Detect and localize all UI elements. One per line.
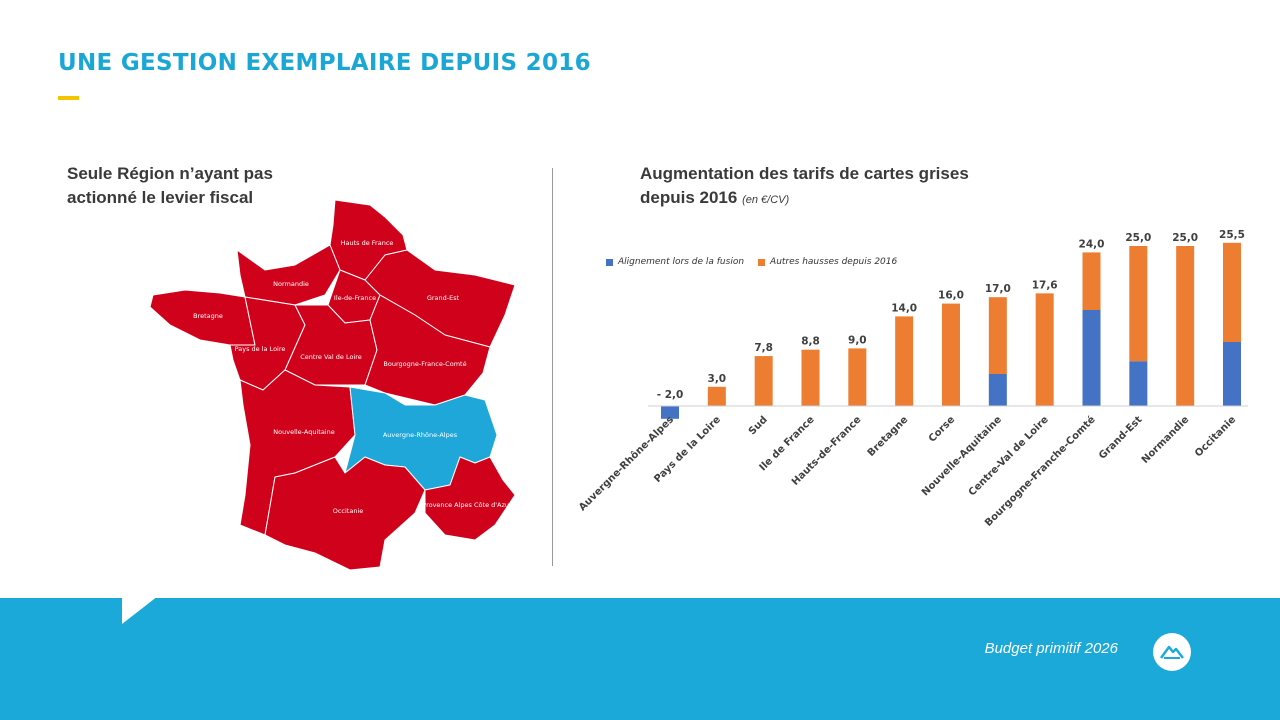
map-heading-line1: Seule Région n’ayant pas bbox=[67, 164, 273, 183]
bar-alignement-10 bbox=[1129, 361, 1148, 406]
legend-item-autres: Autres hausses depuis 2016 bbox=[758, 257, 897, 267]
bar-total-label-3: 8,8 bbox=[801, 336, 820, 348]
bar-autres-5 bbox=[895, 316, 914, 406]
map-label-centre-val-de-loire: Centre Val de Loire bbox=[300, 353, 362, 361]
category-label-11: Normandie bbox=[1140, 414, 1192, 466]
region-occitanie[interactable] bbox=[264, 456, 426, 571]
bar-total-label-4: 9,0 bbox=[848, 334, 867, 346]
title-accent-bar bbox=[58, 96, 79, 100]
map-heading: Seule Région n’ayant pas actionné le lev… bbox=[67, 162, 273, 210]
bar-alignement-7 bbox=[988, 374, 1007, 406]
map-label-hauts-de-france: Hauts de France bbox=[341, 239, 394, 247]
bar-autres-4 bbox=[848, 348, 867, 406]
bar-total-label-12: 25,5 bbox=[1219, 229, 1245, 241]
region-normandie[interactable] bbox=[236, 244, 341, 306]
bar-autres-8 bbox=[1035, 293, 1054, 406]
map-label-auvergne-rhone-alpes: Auvergne-Rhône-Alpes bbox=[383, 431, 458, 439]
map-label-normandie: Normandie bbox=[273, 280, 309, 288]
bar-alignement-9 bbox=[1082, 310, 1101, 406]
bar-autres-12 bbox=[1223, 242, 1241, 342]
footer-text: Budget primitif 2026 bbox=[984, 640, 1118, 657]
bar-total-label-10: 25,0 bbox=[1125, 232, 1151, 244]
region-bourgogne-franche-comte[interactable] bbox=[364, 294, 491, 406]
category-label-2: Sud bbox=[747, 414, 770, 437]
bar-autres-3 bbox=[801, 349, 820, 406]
category-label-10: Grand-Est bbox=[1097, 414, 1144, 461]
chart-heading-unit: (en €/CV) bbox=[742, 194, 790, 206]
france-regions-map: Hauts de France Normandie Ile-de-France … bbox=[149, 199, 516, 571]
bar-total-label-5: 14,0 bbox=[891, 302, 917, 314]
bar-total-label-2: 7,8 bbox=[754, 342, 773, 354]
category-label-5: Bretagne bbox=[866, 414, 911, 459]
region-grand-est[interactable] bbox=[364, 249, 516, 348]
bar-total-label-9: 24,0 bbox=[1079, 238, 1105, 250]
legend-swatch-alignement bbox=[606, 258, 613, 266]
bar-autres-6 bbox=[942, 303, 960, 406]
bar-total-label-1: 3,0 bbox=[708, 373, 727, 385]
map-label-bretagne: Bretagne bbox=[193, 312, 223, 320]
legend-label-autres: Autres hausses depuis 2016 bbox=[770, 257, 898, 267]
map-label-pays-de-la-loire: Pays de la Loire bbox=[235, 345, 286, 353]
map-label-nouvelle-aquitaine: Nouvelle-Aquitaine bbox=[273, 428, 334, 436]
bar-autres-11 bbox=[1176, 246, 1195, 406]
bar-autres-1 bbox=[707, 386, 726, 406]
bar-alignement-0 bbox=[661, 406, 679, 419]
map-label-ile-de-france: Ile-de-France bbox=[334, 294, 376, 302]
chart-legend: Alignement lors de la fusion Autres haus… bbox=[606, 257, 897, 267]
map-label-provence-alpes: Provence Alpes Côte d'Azur bbox=[422, 501, 512, 509]
panel-divider bbox=[552, 168, 553, 566]
chart-heading: Augmentation des tarifs de cartes grises… bbox=[640, 162, 969, 212]
bar-autres-10 bbox=[1129, 246, 1148, 362]
chart-heading-line2: depuis 2016 bbox=[640, 188, 738, 207]
bar-total-label-7: 17,0 bbox=[985, 283, 1011, 295]
bar-total-label-0: - 2,0 bbox=[657, 389, 684, 401]
bar-total-label-11: 25,0 bbox=[1172, 232, 1198, 244]
bar-alignement-12 bbox=[1223, 342, 1241, 406]
map-label-occitanie: Occitanie bbox=[333, 507, 364, 515]
category-label-0: Auvergne-Rhône-Alpes bbox=[576, 414, 676, 514]
footer-band bbox=[0, 598, 1280, 720]
bar-autres-2 bbox=[754, 356, 773, 406]
category-label-12: Occitanie bbox=[1193, 414, 1238, 459]
callout-notch-overlay bbox=[122, 596, 158, 624]
category-label-7: Nouvelle-Aquitaine bbox=[920, 414, 1004, 498]
legend-swatch-autres bbox=[758, 258, 766, 266]
region-provence-alpes[interactable] bbox=[424, 456, 516, 541]
category-label-8: Centre-Val de Loire bbox=[967, 414, 1051, 498]
legend-label-alignement: Alignement lors de la fusion bbox=[618, 257, 745, 267]
map-label-grand-est: Grand-Est bbox=[427, 294, 460, 302]
chart-heading-line1: Augmentation des tarifs de cartes grises bbox=[640, 164, 969, 183]
map-heading-line2: actionné le levier fiscal bbox=[67, 188, 254, 207]
region-logo-icon bbox=[1153, 633, 1191, 671]
bar-autres-9 bbox=[1082, 252, 1101, 310]
map-label-bourgogne-franche-comte: Bourgogne-France-Comté bbox=[383, 360, 466, 368]
bar-total-label-8: 17,6 bbox=[1032, 279, 1058, 291]
bar-autres-7 bbox=[988, 297, 1007, 374]
bar-total-label-6: 16,0 bbox=[938, 290, 964, 302]
category-label-6: Corse bbox=[927, 414, 957, 444]
legend-item-alignement: Alignement lors de la fusion bbox=[606, 257, 744, 267]
slide-title: UNE GESTION EXEMPLAIRE DEPUIS 2016 bbox=[58, 50, 591, 76]
